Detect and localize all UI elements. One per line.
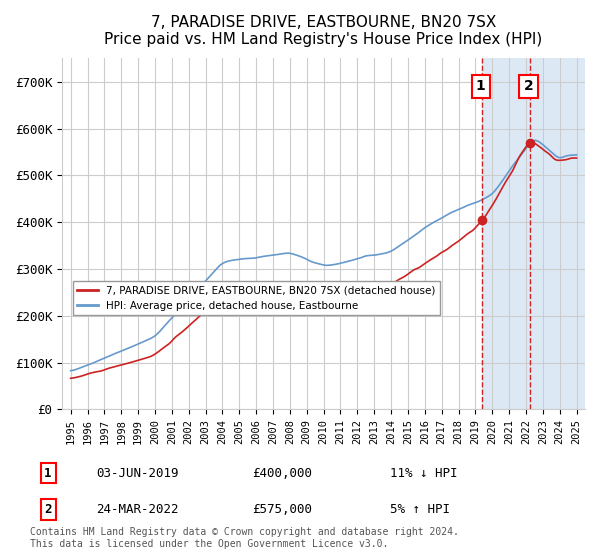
Bar [482,58,585,409]
Text: £400,000: £400,000 [252,466,312,480]
Title: 7, PARADISE DRIVE, EASTBOURNE, BN20 7SX
Price paid vs. HM Land Registry's House : 7, PARADISE DRIVE, EASTBOURNE, BN20 7SX … [104,15,543,48]
Text: 11% ↓ HPI: 11% ↓ HPI [390,466,458,480]
Legend: 7, PARADISE DRIVE, EASTBOURNE, BN20 7SX (detached house), HPI: Average price, de: 7, PARADISE DRIVE, EASTBOURNE, BN20 7SX … [73,281,440,315]
Text: 2: 2 [44,503,52,516]
Text: 5% ↑ HPI: 5% ↑ HPI [390,503,450,516]
Text: 24-MAR-2022: 24-MAR-2022 [96,503,179,516]
Text: 1: 1 [476,80,485,94]
Text: £575,000: £575,000 [252,503,312,516]
Text: 2: 2 [524,80,533,94]
Text: Contains HM Land Registry data © Crown copyright and database right 2024.
This d: Contains HM Land Registry data © Crown c… [30,527,459,549]
Text: 03-JUN-2019: 03-JUN-2019 [96,466,179,480]
Text: 1: 1 [44,466,52,480]
